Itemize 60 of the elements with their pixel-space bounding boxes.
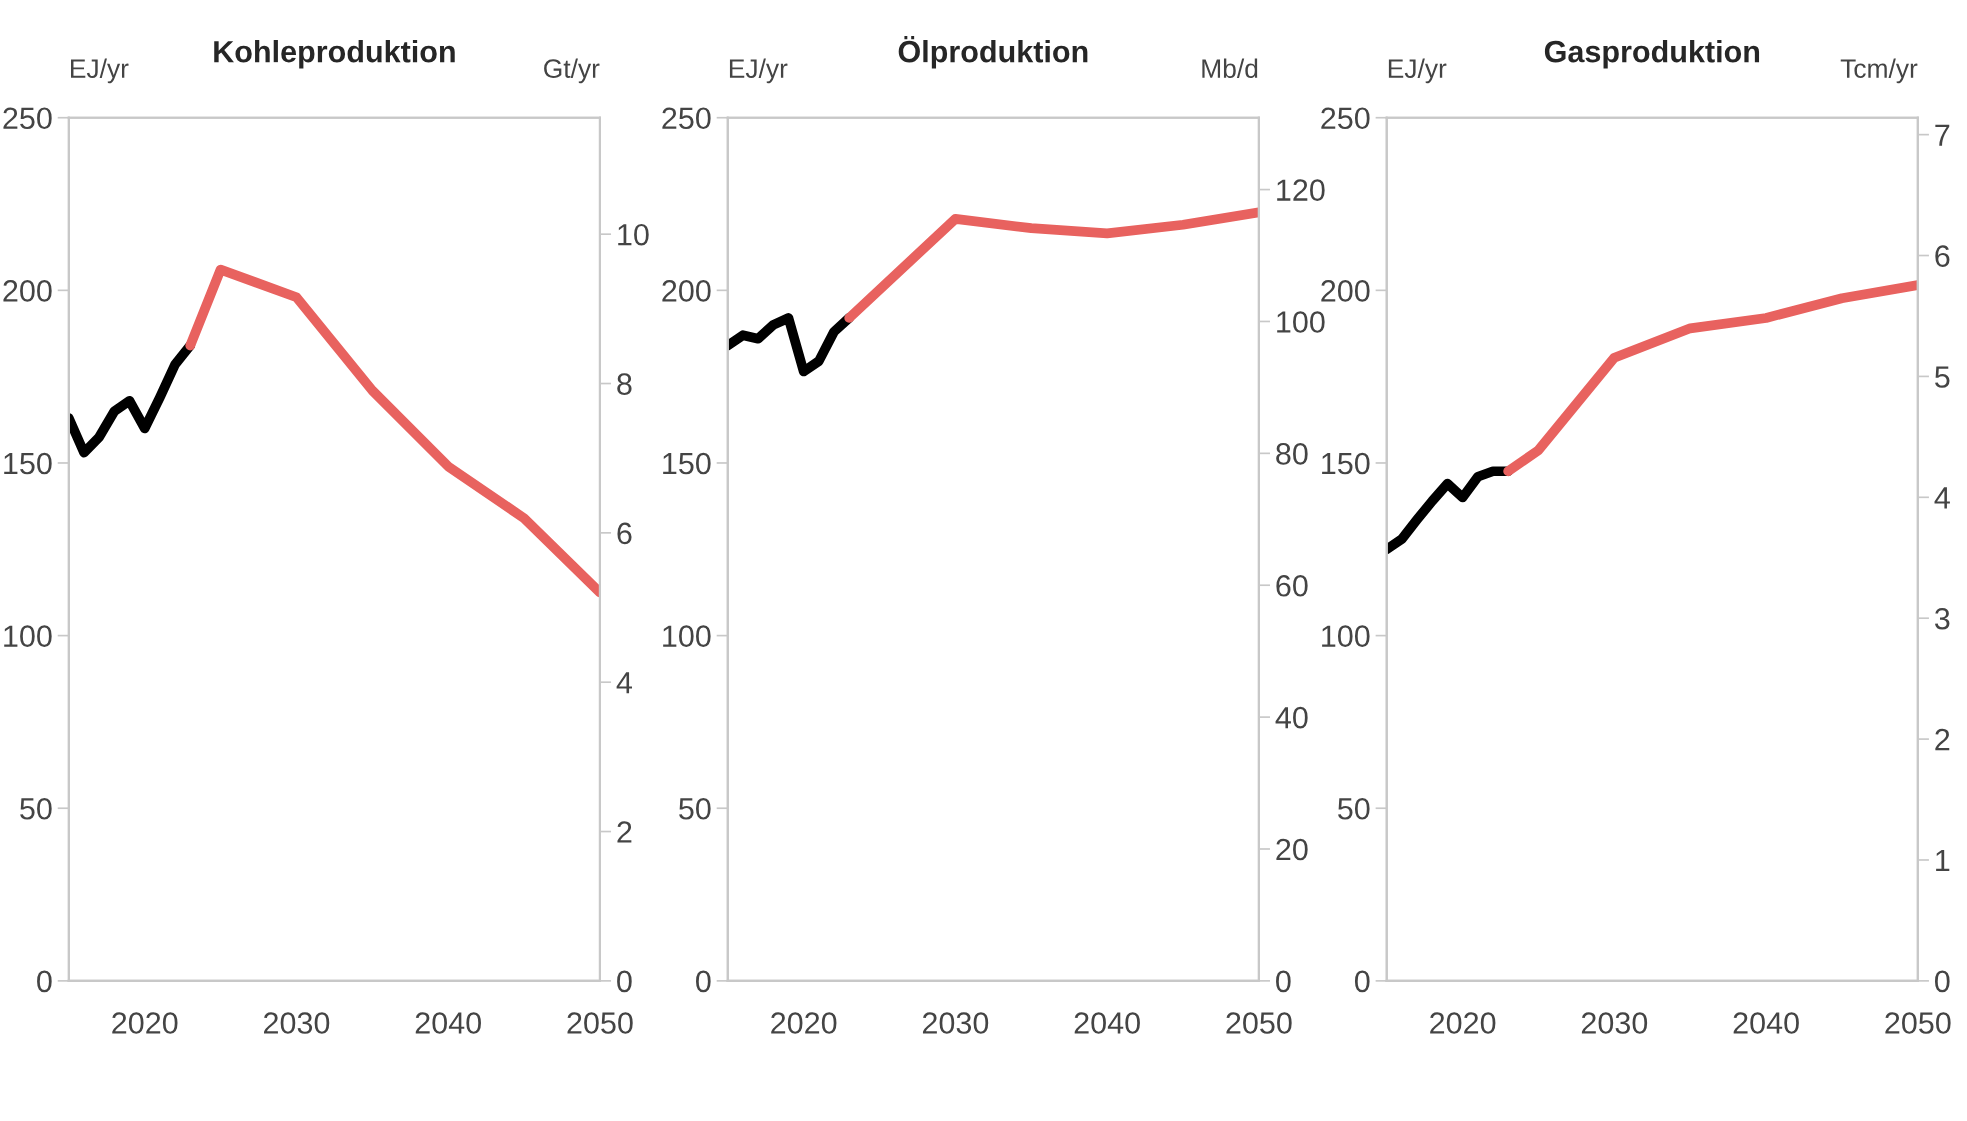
x-tick-label: 2020 [771, 1012, 837, 1034]
y2-axis-title: Gt/yr [544, 58, 600, 84]
x-tick-label: 2050 [1226, 1012, 1292, 1034]
y-tick-label: 50 [1338, 797, 1370, 820]
y2-tick-label: 100 [1277, 311, 1325, 333]
y-tick-label: 150 [4, 452, 52, 475]
y2-tick-label: 60 [1276, 574, 1308, 597]
y2-tick-label: 3 [1934, 607, 1950, 630]
y-tick-label: 250 [662, 107, 711, 130]
y2-tick-label: 4 [1934, 487, 1950, 509]
x-tick-label: 2020 [112, 1012, 178, 1034]
y-tick-label: 50 [679, 797, 711, 820]
y2-tick-label: 10 [618, 223, 649, 246]
x-tick-label: 2030 [1581, 1012, 1648, 1034]
x-tick-label: 2040 [1733, 1012, 1799, 1034]
y2-tick-label: 5 [1935, 366, 1950, 388]
y2-tick-label: 7 [1935, 124, 1950, 146]
y2-tick-label: 0 [617, 970, 632, 993]
y-tick-label: 200 [3, 280, 52, 302]
y-tick-label: 0 [37, 970, 52, 993]
y2-tick-label: 6 [1935, 245, 1950, 267]
chart-title: Kohleproduktion [214, 40, 455, 69]
y2-tick-label: 40 [1275, 706, 1308, 729]
y2-tick-label: 20 [1276, 838, 1308, 861]
x-tick-label: 2030 [264, 1012, 330, 1034]
x-tick-label: 2040 [415, 1012, 481, 1034]
y-tick-label: 200 [1321, 280, 1370, 302]
y-axis-title: EJ/yr [71, 58, 129, 84]
y-tick-label: 100 [4, 625, 52, 647]
y-tick-label: 250 [3, 107, 52, 130]
y2-tick-label: 1 [1936, 850, 1950, 872]
y2-tick-label: 0 [1934, 970, 1950, 993]
y2-tick-label: 8 [617, 373, 632, 395]
y-tick-label: 200 [662, 280, 711, 302]
x-tick-label: 2020 [1430, 1012, 1496, 1034]
y2-axis-title: Mb/d [1202, 58, 1258, 78]
y-tick-label: 0 [696, 970, 711, 993]
y-tick-label: 100 [1322, 625, 1370, 647]
chart-title: Gasproduktion [1544, 40, 1760, 69]
x-tick-label: 2040 [1074, 1012, 1140, 1034]
y2-tick-label: 80 [1276, 443, 1308, 465]
y2-tick-label: 4 [616, 672, 633, 694]
y2-tick-label: 120 [1277, 179, 1325, 201]
x-tick-label: 2050 [1885, 1012, 1951, 1034]
y-tick-label: 50 [20, 797, 52, 820]
x-tick-label: 2030 [922, 1012, 989, 1034]
y-tick-label: 0 [1354, 970, 1370, 993]
y-axis-title: EJ/yr [729, 58, 788, 84]
y-tick-label: 250 [1321, 107, 1370, 130]
y2-tick-label: 2 [617, 821, 632, 843]
y-tick-label: 150 [1322, 452, 1370, 475]
y2-tick-label: 0 [1276, 970, 1291, 993]
y-tick-label: 100 [663, 625, 711, 647]
x-tick-label: 2050 [567, 1012, 633, 1034]
y2-tick-label: 2 [1935, 728, 1950, 751]
y2-axis-title: Tcm/yr [1840, 58, 1918, 84]
chart-title: Ölproduktion [898, 36, 1088, 69]
y-tick-label: 150 [663, 452, 711, 475]
y2-tick-label: 6 [617, 522, 632, 545]
y-axis-title: EJ/yr [1388, 58, 1447, 84]
